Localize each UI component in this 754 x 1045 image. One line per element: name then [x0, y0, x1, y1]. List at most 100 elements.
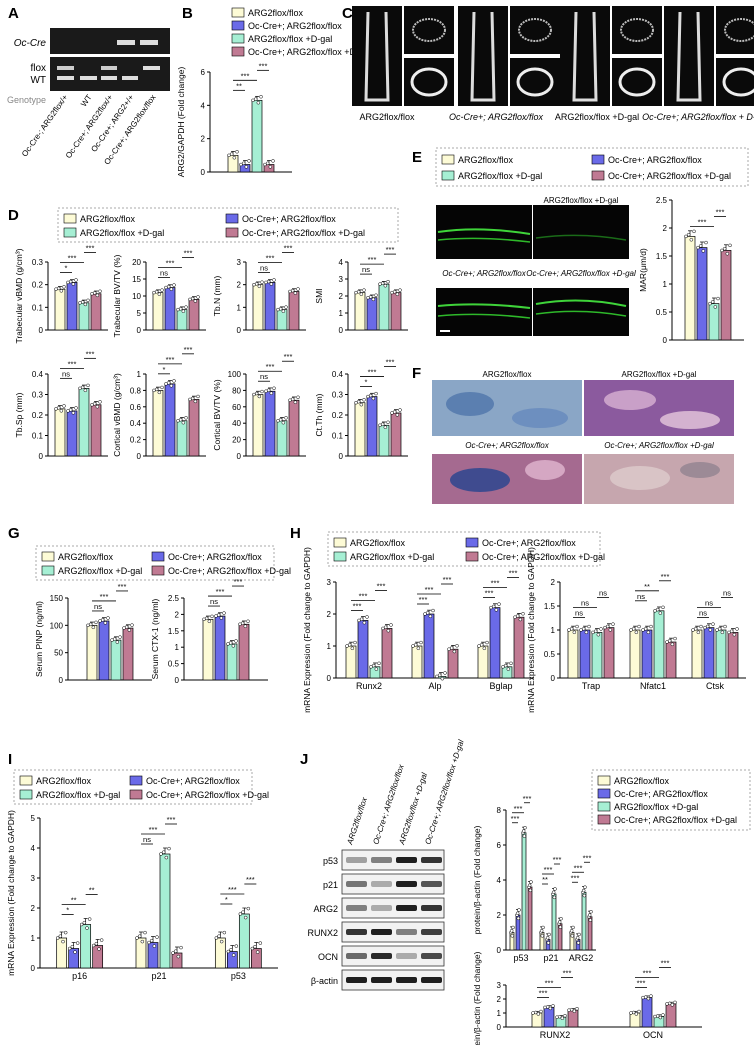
panel-letter-a: A [8, 5, 19, 22]
legend-swatch [19, 775, 33, 786]
data-point [135, 936, 139, 940]
data-point [374, 391, 378, 396]
legend-swatch [19, 789, 33, 800]
data-point [172, 283, 176, 287]
data-point [527, 883, 532, 888]
significance-label: *** [149, 825, 158, 834]
bar [515, 914, 521, 951]
significance-label: *** [637, 979, 646, 988]
significance-label: ns [143, 835, 151, 844]
scale-bar [440, 330, 450, 332]
data-point [359, 292, 364, 296]
data-point [365, 615, 369, 619]
gel-label-flox: flox [30, 63, 46, 74]
data-point [646, 630, 651, 635]
data-point [98, 289, 102, 294]
data-point [646, 996, 651, 1001]
data-point [94, 620, 98, 625]
legend-label: Oc-Cre+; ARG2flox/flox [608, 155, 702, 165]
data-point [605, 624, 610, 629]
data-point [266, 279, 271, 284]
data-point [74, 278, 78, 282]
significance-label: *** [184, 345, 193, 354]
data-point [347, 643, 352, 647]
data-point [587, 624, 591, 629]
blot-band [421, 881, 442, 887]
significance-label: *** [545, 978, 554, 987]
blot-lane-label: ARG2flox/flox +D-gal [397, 771, 429, 846]
data-point [546, 941, 551, 945]
data-point [98, 400, 102, 404]
chart-j2: 0 1 2 3 protein/β-actin (Fold change) RUNX2 OC… [472, 951, 702, 1045]
data-point [181, 309, 186, 313]
legend-swatch [591, 170, 605, 181]
data-point [140, 939, 145, 944]
legend-j-box [591, 769, 751, 831]
data-point [655, 1014, 660, 1018]
data-point [82, 920, 87, 925]
data-point [290, 288, 295, 293]
legend-label: ARG2flox/flox [36, 776, 92, 786]
significance-label: *** [571, 873, 580, 882]
legend-swatch [231, 7, 245, 18]
significance-label: *** [166, 355, 175, 364]
blot-strip [341, 945, 445, 967]
data-point [593, 629, 598, 633]
blot-band [421, 953, 442, 959]
data-point [521, 829, 526, 833]
y-tick-label: 60 [232, 403, 241, 412]
y-tick-label: 0 [237, 452, 242, 461]
data-point [643, 995, 648, 999]
legend-label: Oc-Cre+; ARG2flox/flox [482, 538, 576, 548]
data-point [521, 611, 525, 616]
y-tick-label: 2.5 [656, 196, 668, 205]
bar [641, 629, 653, 679]
data-point [686, 232, 691, 237]
y-tick-label: 5 [31, 814, 36, 823]
data-point [246, 906, 251, 911]
significance-label: *** [68, 359, 77, 368]
bar [90, 293, 102, 331]
legend-g: ARG2flox/flox Oc-Cre+; ARG2flox/flox ARG2f… [41, 551, 291, 576]
data-point [540, 934, 545, 938]
data-point [124, 625, 129, 629]
data-point [217, 934, 221, 938]
data-point [575, 1006, 579, 1011]
bar [366, 297, 378, 331]
data-point [383, 283, 388, 288]
data-point [516, 916, 521, 921]
bar [477, 645, 489, 679]
data-point [272, 278, 276, 282]
data-point [533, 1010, 538, 1015]
bar [489, 607, 501, 679]
y-tick-label: 1 [497, 1009, 502, 1018]
data-point [157, 292, 162, 296]
data-point [118, 635, 122, 639]
y-tick-label: 1 [551, 626, 556, 635]
histology-label-1: ARG2flox/flox [483, 370, 532, 379]
bar [703, 627, 715, 679]
data-point [222, 611, 226, 615]
data-point [583, 885, 587, 889]
y-axis-label: Cortical BV/TV (%) [212, 379, 222, 450]
panel-letter-i: I [8, 751, 12, 768]
y-tick-label: 8 [497, 806, 502, 815]
data-point [253, 944, 257, 949]
x-category-label: Bglap [489, 681, 512, 691]
y-tick-label: 4 [339, 258, 344, 267]
data-point [258, 941, 263, 945]
data-point [539, 929, 544, 933]
data-point [539, 1009, 543, 1014]
significance-label: ns [362, 265, 370, 274]
gel-band [57, 76, 74, 80]
data-point [545, 936, 550, 940]
ct-label-3: ARG2flox/flox +D-gal [555, 112, 639, 122]
blot-band [346, 977, 367, 983]
data-point [190, 396, 195, 401]
gel-lane-label: WT [79, 93, 94, 108]
data-point [193, 399, 198, 404]
fluor-image-2 [533, 205, 629, 259]
fluorescence-images [436, 205, 629, 336]
legend-swatch [465, 537, 479, 548]
